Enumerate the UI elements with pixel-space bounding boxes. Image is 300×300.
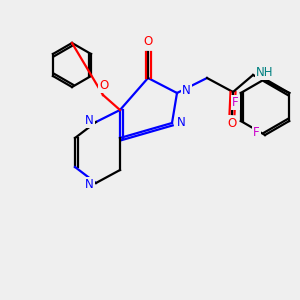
- Text: O: O: [99, 79, 109, 92]
- Text: N: N: [182, 85, 191, 98]
- Text: F: F: [254, 127, 260, 140]
- Text: N: N: [85, 113, 94, 127]
- Text: N: N: [85, 178, 94, 191]
- Text: F: F: [232, 96, 239, 109]
- Text: O: O: [143, 35, 153, 48]
- Text: O: O: [227, 117, 237, 130]
- Text: NH: NH: [256, 65, 274, 79]
- Text: N: N: [177, 116, 186, 130]
